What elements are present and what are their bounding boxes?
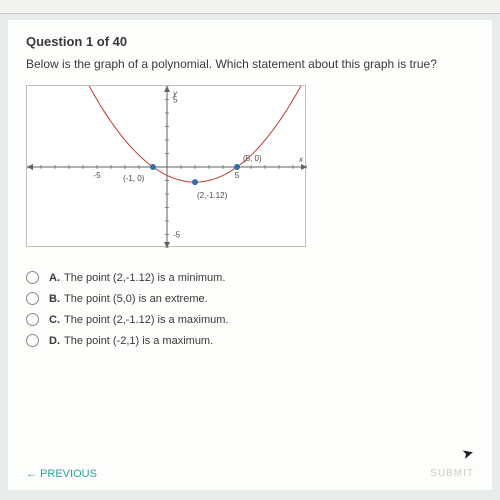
option-b[interactable]: B. The point (5,0) is an extreme. [26,292,480,305]
graph-svg: -555-5yx(-1, 0)(5, 0)(2,-1.12) [27,86,307,248]
option-letter: D. [49,335,60,347]
option-text: The point (-2,1) is a maximum. [64,335,213,347]
polynomial-graph: -555-5yx(-1, 0)(5, 0)(2,-1.12) [26,85,306,247]
svg-text:-5: -5 [93,171,101,180]
option-text: The point (2,-1.12) is a maximum. [64,314,228,326]
svg-text:x: x [298,155,304,164]
svg-text:(2,-1.12): (2,-1.12) [197,191,228,200]
previous-button[interactable]: ← PREVIOUS [26,468,97,480]
option-letter: C. [49,314,60,326]
svg-text:(5, 0): (5, 0) [243,154,262,163]
svg-text:-5: -5 [173,231,181,240]
option-c[interactable]: C. The point (2,-1.12) is a maximum. [26,313,480,326]
question-prompt: Below is the graph of a polynomial. Whic… [26,57,480,71]
footer-nav: ← PREVIOUS SUBMIT [26,468,474,480]
radio-icon [26,271,39,284]
option-text: The point (5,0) is an extreme. [64,293,208,305]
question-card: Question 1 of 40 Below is the graph of a… [8,20,492,490]
radio-icon [26,313,39,326]
answer-options: A. The point (2,-1.12) is a minimum. B. … [26,271,480,347]
question-number: Question 1 of 40 [26,34,480,49]
svg-text:(-1, 0): (-1, 0) [123,174,145,183]
mouse-cursor-icon: ➤ [460,444,476,463]
submit-button[interactable]: SUBMIT [430,468,474,480]
option-letter: B. [49,293,60,305]
radio-icon [26,334,39,347]
radio-icon [26,292,39,305]
svg-text:5: 5 [235,171,240,180]
option-letter: A. [49,272,60,284]
window-topbar [0,0,500,14]
option-d[interactable]: D. The point (-2,1) is a maximum. [26,334,480,347]
option-text: The point (2,-1.12) is a minimum. [64,272,225,284]
option-a[interactable]: A. The point (2,-1.12) is a minimum. [26,271,480,284]
